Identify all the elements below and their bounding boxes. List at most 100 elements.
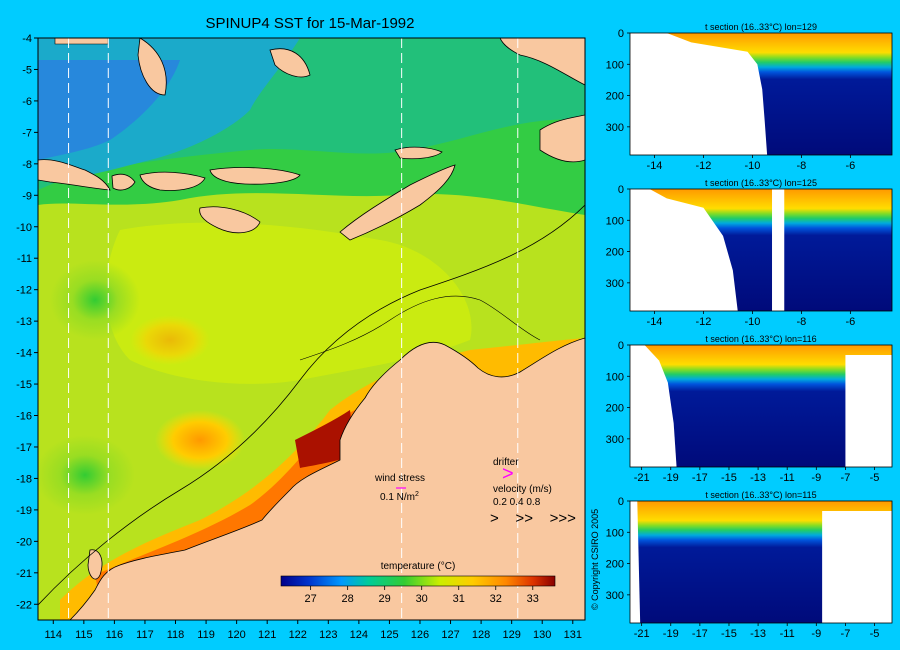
map-x-tick-label: 117 <box>136 629 154 641</box>
wind-stress-title: wind stress <box>374 473 425 484</box>
section-seafloor <box>630 33 768 155</box>
map-x-tick-label: 116 <box>106 629 124 641</box>
colorbar-tick-label: 27 <box>304 593 316 605</box>
section-y-tick-label: 300 <box>606 278 624 290</box>
section-frame <box>629 32 893 156</box>
sst-blue-core <box>38 60 180 160</box>
land-sulawesi-south <box>137 38 167 96</box>
land-tip-sw <box>87 549 103 580</box>
map-x-tick-label: 127 <box>441 629 459 641</box>
colorbar-tick-label: 28 <box>342 593 354 605</box>
section-x-tick-label: -11 <box>780 472 795 484</box>
map-y-tick-label: -21 <box>16 568 32 580</box>
section-y-tick-label: 0 <box>618 340 624 352</box>
map-y-tick-label: -14 <box>16 348 32 360</box>
section-title: t section (16..33°C) lon=129 <box>705 22 817 32</box>
section-x-tick-label: -5 <box>870 628 880 640</box>
eddy-west-2 <box>38 435 135 515</box>
colorbar-tick-label: 32 <box>490 593 502 605</box>
map-x-tick-label: 119 <box>197 629 215 641</box>
section-y-tick-label: 0 <box>618 496 624 508</box>
colorbar: temperature (°C) 27 28 29 30 31 32 33 <box>280 561 556 605</box>
land-wetar <box>394 146 443 160</box>
land-lombok <box>111 173 136 191</box>
section-panel: t section (16..33°C) lon=115 -21 -19 -17 -15… <box>606 490 893 640</box>
map-y-tick-label: -18 <box>16 473 32 485</box>
section-x-tick-label: -5 <box>870 472 880 484</box>
map-y-tick-label: -6 <box>22 96 32 108</box>
map-y-tick-label: -19 <box>16 505 32 517</box>
section-seafloor <box>630 345 677 467</box>
section-x-tick-label: -8 <box>797 316 807 328</box>
copyright: © Copyright CSIRO 2005 <box>590 509 600 610</box>
section-y-tick-label: 0 <box>618 184 624 196</box>
map-y-tick-label: -10 <box>16 222 32 234</box>
colorbar-tick-label: 30 <box>416 593 428 605</box>
section-x-tick-label: -10 <box>744 316 760 328</box>
map-y-tick-label: -15 <box>16 379 32 391</box>
section-land-gap <box>772 189 785 311</box>
section-y-tick-label: 200 <box>606 91 624 103</box>
velocity-arrows: > >> >>> <box>490 510 576 527</box>
section-frame <box>629 344 893 468</box>
colorbar-tick-label: 33 <box>527 593 539 605</box>
drifter-symbol: > <box>502 463 514 485</box>
section-x-tick-label: -7 <box>841 628 851 640</box>
eddy-mid <box>155 410 245 470</box>
section-y-tick-label: 0 <box>618 28 624 40</box>
map-x-tick-label: 125 <box>380 629 398 641</box>
section-title: t section (16..33°C) lon=125 <box>705 178 817 188</box>
land-new-guinea <box>499 38 585 86</box>
land-tanimbar <box>539 114 585 163</box>
section-x-tick-label: -12 <box>696 316 712 328</box>
map-x-tick-label: 120 <box>227 629 245 641</box>
section-x-tick-label: -13 <box>750 628 766 640</box>
section-x-tick-label: -6 <box>845 316 855 328</box>
colorbar-title: temperature (°C) <box>381 561 456 572</box>
wind-legend: wind stress 0.1 N/m2 <box>374 473 425 503</box>
section-x-tick-label: -6 <box>845 160 855 172</box>
map-x-axis: 114 115 116 117 118 119 120 121 122 123 124 125 126 1… <box>45 620 582 641</box>
wind-stress-scale: 0.1 N/m2 <box>380 491 419 503</box>
eddy-west-1 <box>50 260 140 340</box>
land-buru <box>269 48 311 78</box>
wind-stress-scale-sup: 2 <box>415 491 419 498</box>
section-seafloor <box>630 189 738 311</box>
map-x-tick-label: 121 <box>258 629 276 641</box>
section-x-tick-label: -15 <box>721 472 737 484</box>
sst-hot-shelf <box>95 400 372 600</box>
section-x-tick-label: -10 <box>744 160 760 172</box>
section-title: t section (16..33°C) lon=115 <box>705 490 816 500</box>
section-y-tick-label: 100 <box>606 371 624 383</box>
map-x-tick-label: 114 <box>45 629 63 641</box>
section-x-tick-label: -15 <box>721 628 737 640</box>
land-sumbawa <box>139 171 206 191</box>
map-y-tick-label: -13 <box>16 316 32 328</box>
section-panel: t section (16..33°C) lon=125 -14 -12 -10 -8 -… <box>606 178 893 328</box>
section-title: t section (16..33°C) lon=116 <box>705 334 816 344</box>
map-x-tick-label: 129 <box>502 629 520 641</box>
section-x-tick-label: -17 <box>692 472 708 484</box>
drifter-legend: drifter > velocity (m/s) 0.2 0.4 0.8 > >… <box>490 457 576 527</box>
map-x-tick-label: 130 <box>533 629 551 641</box>
map-x-tick-label: 131 <box>564 629 582 641</box>
wind-stress-scale-value: 0.1 N/m <box>380 492 415 503</box>
map-x-tick-label: 118 <box>167 629 185 641</box>
section-lines <box>68 38 519 620</box>
map-y-tick-label: -20 <box>16 536 32 548</box>
section-x-tick-label: -14 <box>647 316 663 328</box>
section-panel: t section (16..33°C) lon=129 -14 -12 -10 -8 -… <box>606 22 893 172</box>
map-y-tick-label: -16 <box>16 411 32 423</box>
map-y-tick-label: -4 <box>22 33 32 45</box>
shelf-contour <box>38 204 585 606</box>
section-y-tick-label: 200 <box>606 559 624 571</box>
section-seafloor <box>630 501 641 623</box>
section-x-tick-label: -21 <box>634 628 650 640</box>
map-y-tick-label: -5 <box>22 64 32 76</box>
map-x-tick-label: 128 <box>472 629 490 641</box>
section-y-tick-label: 300 <box>606 122 624 134</box>
drifter-label: drifter <box>493 457 519 468</box>
section-x-tick-label: -21 <box>634 472 650 484</box>
map-x-tick-label: 126 <box>411 629 429 641</box>
